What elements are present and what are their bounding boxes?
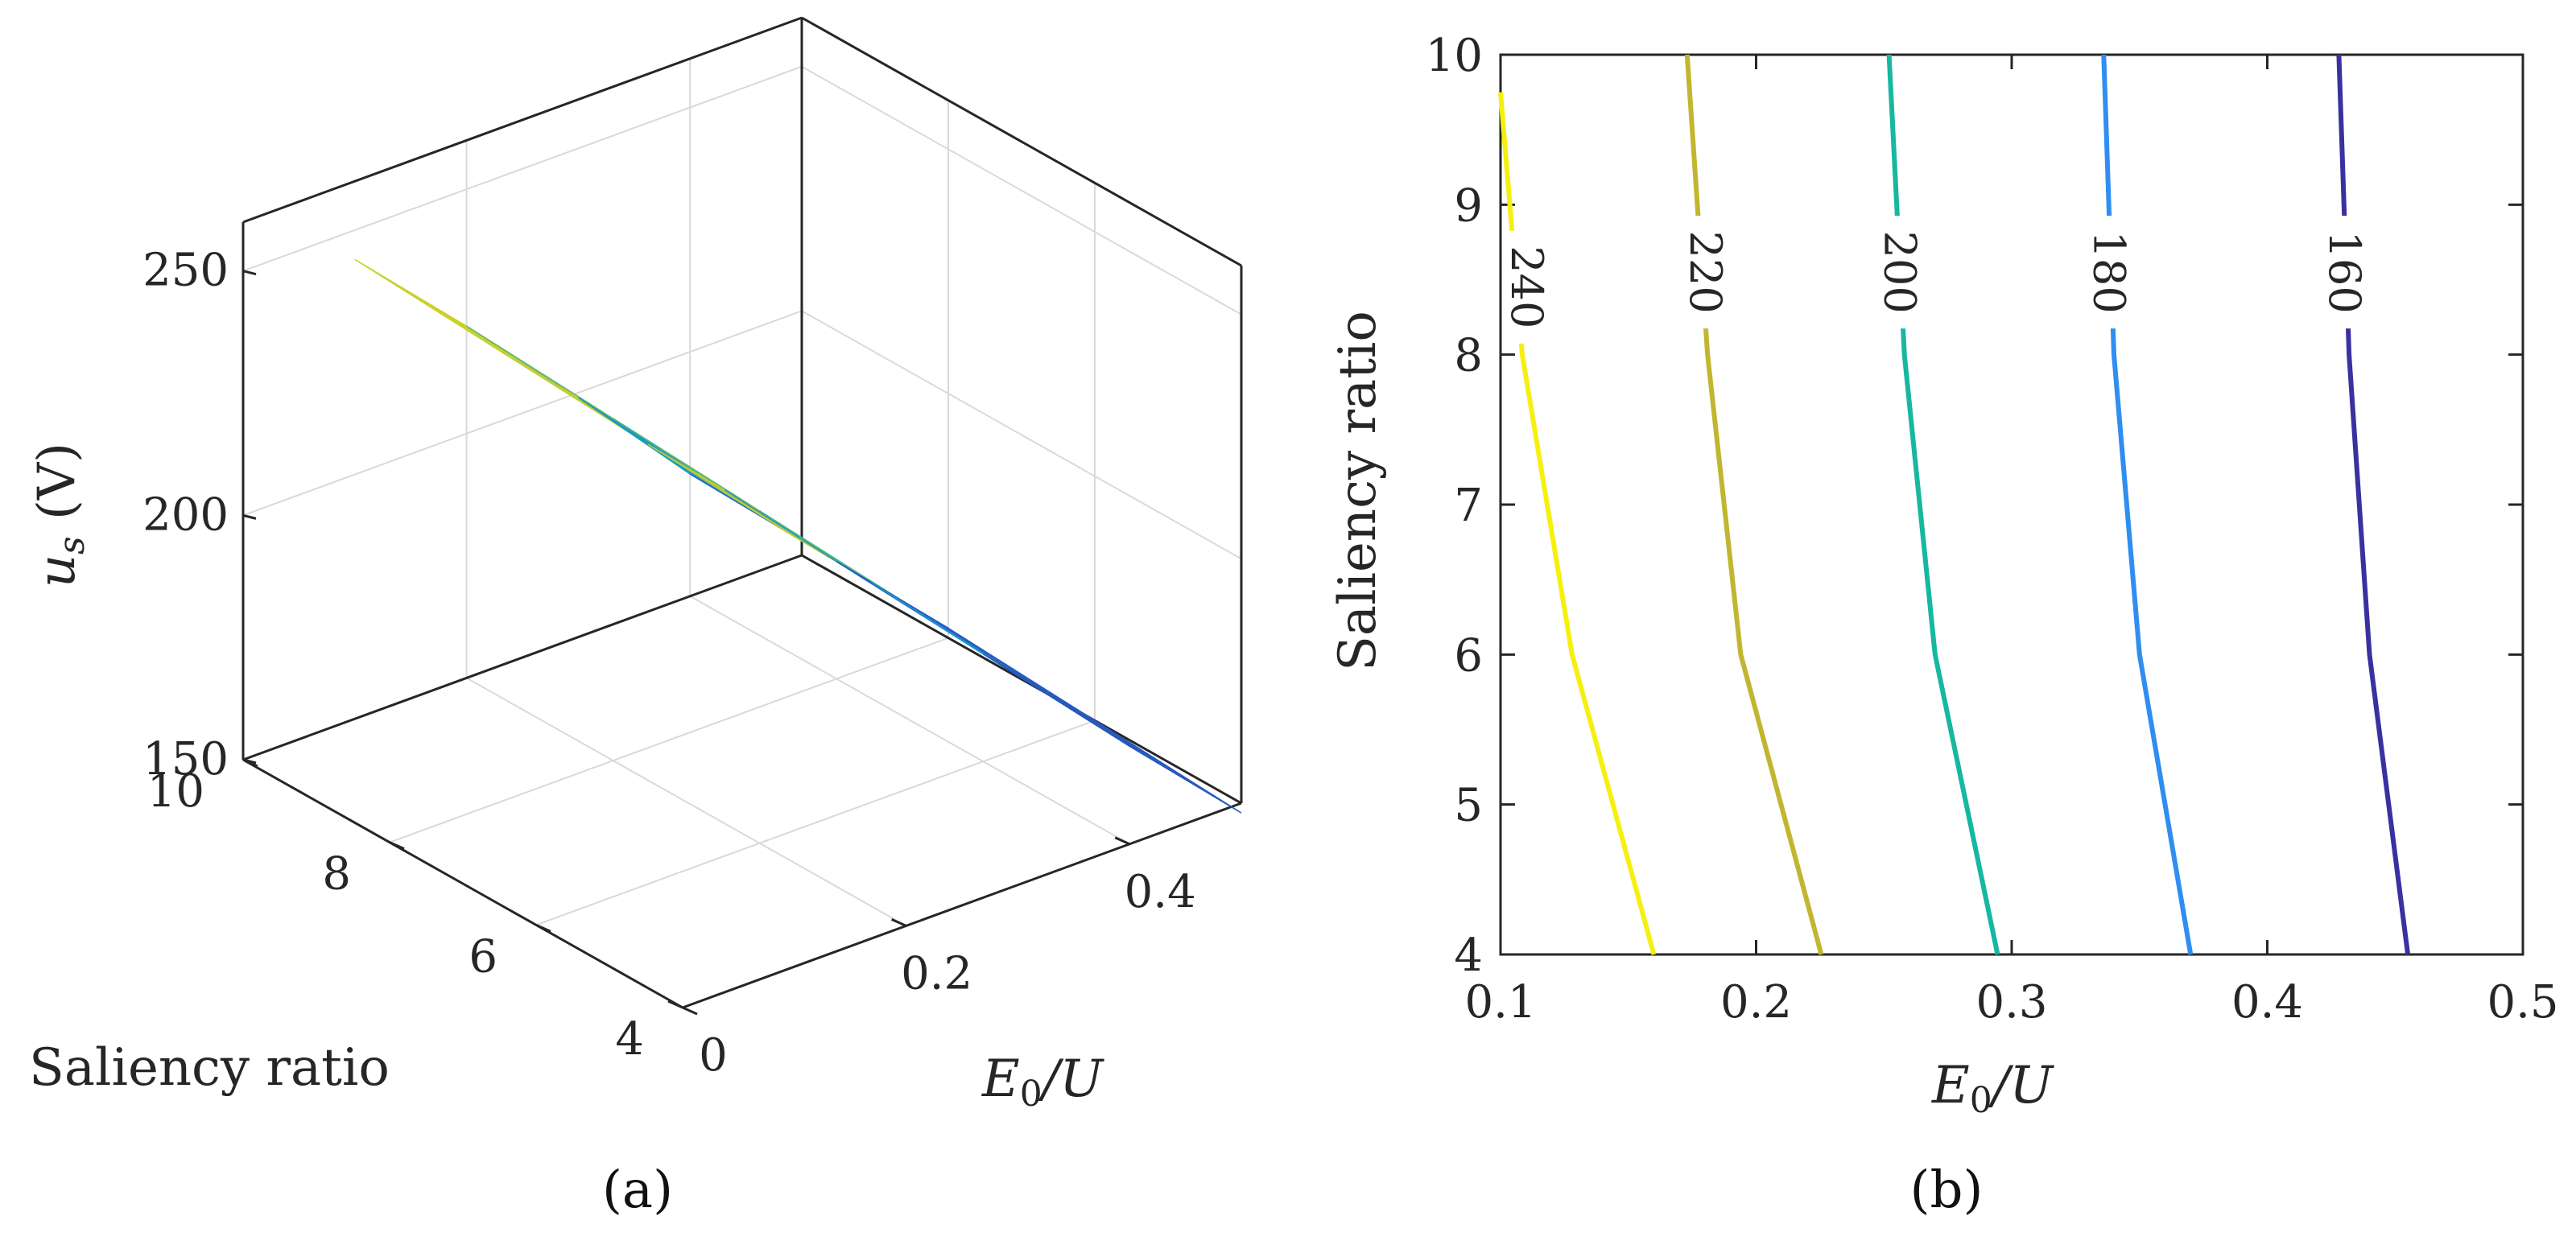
- contour-label-bg: [1501, 230, 1550, 344]
- panel-a-ylabel: Saliency ratio: [29, 1038, 390, 1098]
- grid-line: [242, 65, 803, 272]
- panel-b-xlabel: E0/U: [1931, 1056, 2054, 1121]
- panel-b-contour-plot: 0.1 0.2 0.3 0.4 0.5 4 5 6 7 8 9 10 240 220 200 180 160: [1426, 30, 2559, 1029]
- y-tick-label: 4: [1454, 930, 1483, 982]
- x-tick-label: 0: [699, 1029, 728, 1082]
- grid-line: [801, 310, 1242, 560]
- y-tick-label: 5: [1454, 780, 1483, 832]
- y-tick-label: 8: [322, 848, 351, 901]
- contour-label-bg: [2084, 216, 2133, 329]
- y-tick-label: 8: [1454, 330, 1483, 382]
- caption-a: (a): [602, 1160, 673, 1220]
- caption-b: (b): [1910, 1160, 1984, 1220]
- contour-line-220: [1684, 54, 1824, 955]
- contour-label-bg: [1681, 216, 1729, 329]
- z-tick-label: 250: [142, 245, 229, 297]
- contour-line-200: [1886, 54, 2000, 955]
- axis-box-edge: [801, 16, 1242, 267]
- contour-label-bg: [2319, 216, 2368, 329]
- grid-line: [535, 719, 1096, 926]
- contour-label-240: 240: [1501, 245, 1552, 328]
- contour-label-220: 220: [1680, 231, 1731, 314]
- z-tick-label: 200: [142, 489, 229, 541]
- x-tick-label: 0.2: [901, 947, 972, 1000]
- plot-area: [1499, 53, 2524, 956]
- contour-line-160: [2336, 54, 2411, 955]
- y-tick-label: 6: [469, 930, 497, 983]
- x-tick-label: 0.3: [1975, 976, 2047, 1029]
- x-tick: [1114, 836, 1130, 846]
- contour-label-bg: [1875, 216, 1924, 329]
- grid-line: [242, 310, 803, 517]
- contour-label-160: 160: [2319, 231, 2370, 314]
- y-tick-label: 9: [1454, 179, 1483, 232]
- y-tick-label: 7: [1454, 480, 1483, 532]
- surface-patch: [982, 653, 1242, 814]
- axis-box-edge: [242, 554, 803, 761]
- contour-line-180: [2101, 54, 2194, 955]
- x-tick: [890, 918, 907, 927]
- grid-line: [389, 637, 949, 843]
- x-tick-label: 0.2: [1720, 976, 1792, 1029]
- y-tick: [242, 758, 258, 768]
- contour-line-240: [1498, 92, 1657, 955]
- grid-line: [689, 595, 1130, 845]
- x-tick: [667, 1000, 683, 1009]
- panel-a-xlabel: E0/U: [981, 1049, 1104, 1115]
- axis-box-edge: [242, 758, 683, 1009]
- y-tick-label: 4: [615, 1013, 644, 1066]
- z-tick: [242, 270, 257, 276]
- x-tick-label: 0.5: [2487, 976, 2558, 1029]
- x-tick-label: 0.4: [2231, 976, 2303, 1029]
- x-tick-label: 0.4: [1125, 866, 1196, 918]
- panel-a-surface-plot: 150 200 250 4 6 8 10 0 0.2 0.4: [142, 16, 1243, 1082]
- panel-a-zlabel: us (V): [27, 443, 93, 587]
- y-tick: [682, 1006, 698, 1016]
- axis-box-edge: [801, 554, 1242, 805]
- x-tick-label: 0.1: [1464, 976, 1536, 1029]
- axis-box-edge: [242, 16, 803, 224]
- contour-label-200: 200: [1874, 231, 1925, 314]
- grid-line: [801, 65, 1242, 315]
- axis-box-edge: [682, 802, 1242, 1009]
- y-tick-label: 6: [1454, 629, 1483, 682]
- z-tick: [242, 513, 257, 520]
- y-tick-label: 10: [1426, 30, 1483, 82]
- contour-label-180: 180: [2084, 231, 2135, 314]
- y-tick: [389, 841, 405, 851]
- y-tick-label: 10: [147, 765, 204, 818]
- y-tick: [535, 923, 551, 933]
- panel-b-ylabel: Saliency ratio: [1328, 311, 1388, 671]
- z-tick-label: 150: [142, 733, 229, 785]
- grid-line: [466, 677, 907, 927]
